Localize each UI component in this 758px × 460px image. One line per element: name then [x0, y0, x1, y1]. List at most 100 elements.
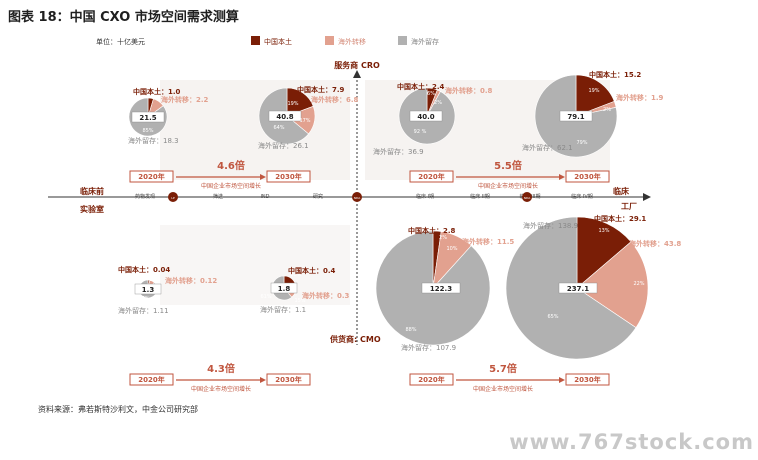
stage-badge-label: NDA	[354, 196, 362, 200]
pie-total-value: 21.5	[139, 114, 156, 122]
pie-pct-label: 19%	[287, 101, 298, 107]
bg-band-bl	[160, 225, 350, 305]
growth-caption: 中国企业市场空间增长	[191, 385, 251, 393]
domestic-value-label: 中国本土：2.4	[397, 82, 445, 91]
stay-value-label: 海外留存：1.1	[260, 305, 306, 314]
transfer-value-label: 海外转移：6.8	[311, 95, 359, 104]
legend-label-stay: 海外留存	[411, 38, 439, 46]
pie-pct-label: 13%	[598, 228, 609, 234]
year-from-label: 2020年	[138, 375, 164, 384]
pie-total-box	[421, 282, 461, 294]
stage-label: IND	[260, 194, 269, 200]
growth-arrow-head	[559, 377, 565, 383]
pie-pct-label: 22%	[633, 281, 644, 287]
pie-pct-label: 3%	[137, 276, 145, 282]
growth-caption: 中国企业市场空间增长	[473, 385, 533, 393]
transfer-value-label: 海外转移：2.2	[161, 95, 209, 104]
domestic-value-label: 中国本土：0.04	[118, 265, 170, 274]
unit-label: 单位：十亿美元	[96, 38, 145, 46]
pie-pct-label: 10%	[446, 246, 457, 252]
pie-total-box	[409, 110, 443, 122]
growth-caption: 中国企业市场空间增长	[201, 182, 261, 190]
pie-pct-label: 6%	[427, 91, 435, 97]
stay-value-label: 海外留存：18.3	[128, 136, 179, 145]
transfer-value-label: 海外转移：0.8	[445, 86, 493, 95]
pie-total-value: 40.8	[276, 113, 293, 121]
stay-value-label: 海外留存：62.1	[522, 143, 573, 152]
pie-pct-label: 64%	[273, 125, 284, 131]
transfer-value-label: 海外转移：11.5	[462, 237, 514, 246]
vertical-axis-arrow	[353, 70, 361, 78]
transfer-value-label: 海外转移：0.3	[302, 291, 350, 300]
horizontal-axis-arrow	[643, 193, 651, 201]
pie-slice-transfer	[576, 241, 649, 329]
year-from-label: 2020年	[418, 172, 444, 181]
growth-arrow-head	[260, 174, 266, 180]
year-box-from	[129, 170, 174, 183]
pie-pct-label: 23%	[290, 272, 301, 278]
legend-swatch-transfer	[325, 36, 334, 45]
year-to-label: 2030年	[275, 172, 301, 181]
axis-label-cro: 服务商 CRO	[334, 60, 380, 70]
pie-pct-label: 2%	[434, 100, 442, 106]
stay-value-label: 海外留存：36.9	[373, 147, 424, 156]
growth-multiplier: 5.5倍	[494, 159, 522, 172]
domestic-value-label: 中国本土：29.1	[594, 214, 646, 223]
pie-slice-domestic	[575, 74, 615, 117]
watermark: www.767stock.com	[509, 430, 754, 454]
source-note: 资料来源：弗若斯特沙利文，中金公司研究部	[38, 405, 198, 414]
year-to-label: 2030年	[574, 375, 600, 384]
pie-total-box	[134, 283, 162, 295]
axis-label-clinical: 临床	[613, 186, 630, 196]
pie-total-box	[559, 110, 593, 122]
pie-pct-label: 87%	[138, 296, 149, 302]
chart-title: 图表 18：中国 CXO 市场空间需求测算	[8, 10, 239, 25]
stage-badge	[168, 192, 178, 202]
pie-pct-label: 10%	[149, 277, 160, 283]
legend-label-domestic: 中国本土	[264, 38, 292, 46]
stage-badge	[352, 192, 362, 202]
pie-pct-label: 2%	[603, 107, 611, 113]
domestic-value-label: 中国本土：1.0	[133, 87, 181, 96]
legend-label-transfer: 海外转移	[338, 38, 366, 46]
year-box-from	[409, 373, 454, 386]
domestic-value-label: 中国本土：7.9	[297, 85, 345, 94]
pie-pct-label: 92 %	[414, 129, 427, 135]
year-box-from	[129, 373, 174, 386]
growth-multiplier: 4.3倍	[207, 362, 235, 375]
year-box-to	[266, 373, 311, 386]
pie-total-box	[270, 282, 298, 294]
growth-multiplier: 4.6倍	[217, 159, 245, 172]
stage-label: 临床 I期	[416, 193, 434, 200]
axis-label-factory: 工厂	[621, 202, 637, 211]
stage-label: 临床 IV期	[571, 193, 593, 200]
domestic-value-label: 中国本土：2.8	[408, 226, 456, 235]
year-to-label: 2030年	[275, 375, 301, 384]
year-from-label: 2020年	[418, 375, 444, 384]
pie-pct-label: 15%	[294, 298, 305, 304]
pie-total-box	[131, 111, 165, 123]
transfer-value-label: 海外转移：43.8	[629, 239, 681, 248]
pie-pct-label: 65%	[547, 314, 558, 320]
pie-slice-domestic	[576, 216, 632, 289]
pie-pct-label: 79%	[576, 140, 587, 146]
pie-pct-label: 61%	[260, 294, 271, 300]
legend-swatch-stay	[398, 36, 407, 45]
pie-total-value: 237.1	[567, 285, 589, 293]
axis-label-lab: 实验室	[80, 204, 104, 214]
bg-band-tl	[160, 80, 350, 180]
pie-total-box	[268, 110, 302, 122]
pie-total-box	[558, 282, 598, 294]
pie-pct-label: 85%	[142, 128, 153, 134]
stay-value-label: 海外留存：1.11	[118, 306, 169, 315]
year-from-label: 2020年	[138, 172, 164, 181]
growth-arrow-head	[260, 377, 266, 383]
pie-total-value: 122.3	[430, 285, 452, 293]
year-box-to	[565, 373, 610, 386]
pie-total-value: 40.0	[417, 113, 434, 121]
pie-pct-label: 17%	[299, 118, 310, 124]
pie-total-value: 1.8	[278, 285, 291, 293]
domestic-value-label: 中国本土：15.2	[589, 70, 641, 79]
stage-badge-label: LP	[171, 196, 175, 200]
